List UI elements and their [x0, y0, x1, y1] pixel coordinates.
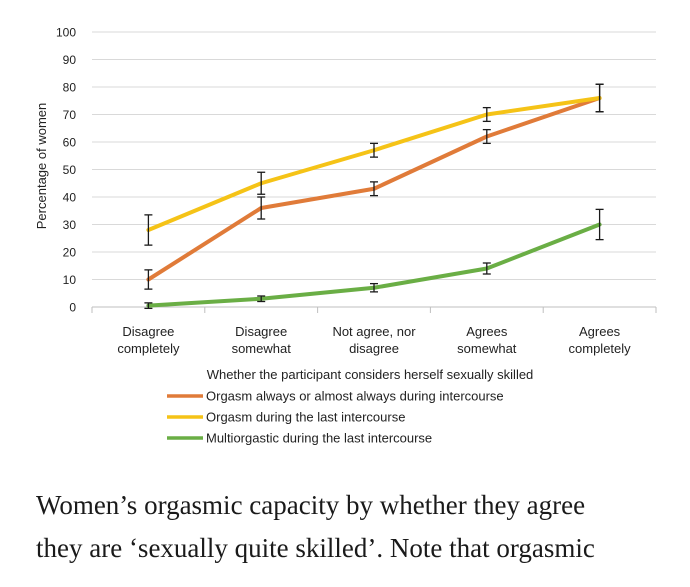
error-bar	[482, 106, 491, 123]
x-tick-label: Agrees somewhat	[457, 324, 517, 356]
y-tick-label: 70	[63, 108, 77, 122]
error-bar	[257, 295, 266, 303]
legend: Orgasm always or almost always during in…	[167, 389, 504, 446]
legend-label: Multiorgastic during the last intercours…	[206, 431, 432, 446]
x-axis-ticks: Disagree completely Disagree somewhat Not ag…	[117, 324, 631, 356]
caption-line-2: they are ‘sexually quite skilled’. Note …	[36, 533, 595, 563]
y-tick-label: 40	[63, 191, 77, 205]
figure-caption: Women’s orgasmic capacity by whether the…	[36, 484, 676, 570]
x-tick-label: Disagree completely	[117, 324, 180, 356]
series-lines	[146, 96, 602, 308]
x-axis-label: Whether the participant considers hersel…	[207, 367, 534, 382]
error-bars	[144, 83, 604, 310]
y-tick-label: 50	[63, 163, 77, 177]
x-tick-label: Disagree somewhat	[232, 324, 292, 356]
error-bar	[144, 269, 153, 290]
legend-item: Orgasm during the last intercourse	[167, 410, 405, 425]
chart: 0 10 20 30 40 50 60 70 80 90 100 Disagree completel…	[34, 26, 657, 446]
legend-item: Multiorgastic during the last intercours…	[167, 431, 432, 446]
error-bar	[482, 128, 491, 145]
error-bar	[595, 208, 604, 241]
series-line	[146, 96, 602, 232]
legend-label: Orgasm always or almost always during in…	[206, 389, 504, 404]
y-tick-label: 80	[63, 81, 77, 95]
y-tick-label: 10	[63, 273, 77, 287]
y-tick-label: 90	[63, 53, 77, 67]
y-tick-label: 100	[56, 26, 76, 40]
error-bar	[370, 282, 378, 293]
error-bar	[482, 262, 491, 275]
error-bar	[144, 214, 153, 246]
legend-item: Orgasm always or almost always during in…	[167, 389, 504, 404]
y-axis-ticks: 0 10 20 30 40 50 60 70 80 90 100	[56, 26, 76, 315]
y-tick-label: 30	[63, 218, 77, 232]
y-tick-label: 60	[63, 136, 77, 150]
error-bar	[595, 83, 604, 113]
error-bar	[370, 181, 378, 197]
legend-label: Orgasm during the last intercourse	[206, 410, 405, 425]
x-tick-label: Not agree, nor disagree	[332, 324, 416, 356]
grid	[91, 31, 657, 313]
error-bar	[257, 171, 266, 195]
y-tick-label: 0	[69, 301, 76, 315]
error-bar	[144, 302, 153, 310]
error-bar	[370, 142, 378, 158]
y-tick-label: 20	[63, 246, 77, 260]
x-tick-label: Agrees completely	[569, 324, 632, 356]
y-axis-label: Percentage of women	[34, 103, 49, 229]
caption-line-1: Women’s orgasmic capacity by whether the…	[36, 490, 586, 520]
error-bar	[257, 196, 266, 220]
